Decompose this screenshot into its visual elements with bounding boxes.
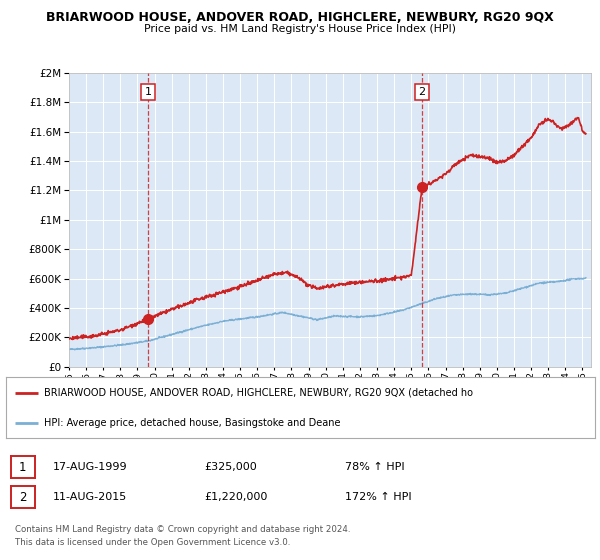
Text: 17-AUG-1999: 17-AUG-1999 (53, 462, 127, 472)
Text: 2: 2 (418, 87, 425, 97)
Text: BRIARWOOD HOUSE, ANDOVER ROAD, HIGHCLERE, NEWBURY, RG20 9QX: BRIARWOOD HOUSE, ANDOVER ROAD, HIGHCLERE… (46, 11, 554, 24)
Text: 1: 1 (145, 87, 152, 97)
Text: £325,000: £325,000 (204, 462, 257, 472)
Text: 1: 1 (19, 460, 26, 474)
Text: 11-AUG-2015: 11-AUG-2015 (53, 492, 127, 502)
Text: HPI: Average price, detached house, Basingstoke and Deane: HPI: Average price, detached house, Basi… (44, 418, 341, 428)
Text: Price paid vs. HM Land Registry's House Price Index (HPI): Price paid vs. HM Land Registry's House … (144, 24, 456, 34)
Text: BRIARWOOD HOUSE, ANDOVER ROAD, HIGHCLERE, NEWBURY, RG20 9QX (detached ho: BRIARWOOD HOUSE, ANDOVER ROAD, HIGHCLERE… (44, 388, 473, 398)
Text: 172% ↑ HPI: 172% ↑ HPI (345, 492, 412, 502)
Text: This data is licensed under the Open Government Licence v3.0.: This data is licensed under the Open Gov… (15, 538, 290, 547)
Text: £1,220,000: £1,220,000 (204, 492, 268, 502)
Text: Contains HM Land Registry data © Crown copyright and database right 2024.: Contains HM Land Registry data © Crown c… (15, 525, 350, 534)
Text: 78% ↑ HPI: 78% ↑ HPI (345, 462, 404, 472)
Text: 2: 2 (19, 491, 26, 504)
